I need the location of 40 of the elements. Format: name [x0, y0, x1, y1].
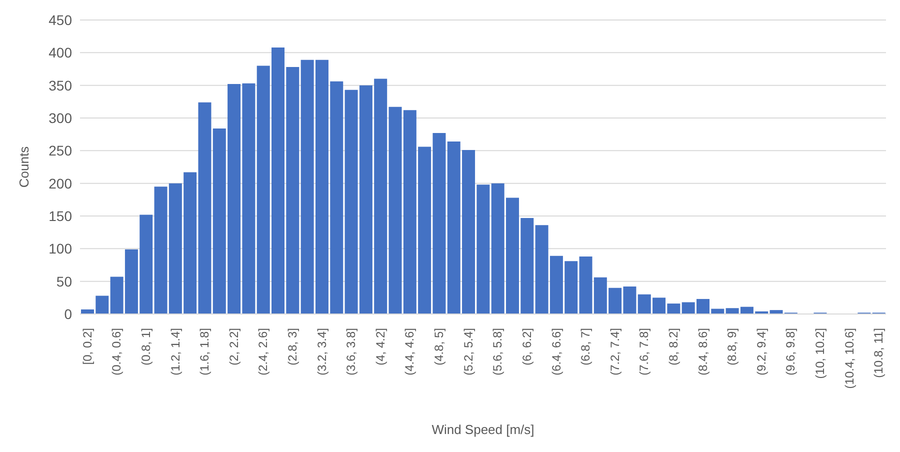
y-tick-label: 100: [48, 240, 72, 257]
y-tick-label: 300: [48, 110, 72, 126]
y-tick-label: 250: [48, 142, 72, 159]
x-tick-label: (6.8, 7]: [578, 328, 593, 366]
x-tick-label: (6, 6.2]: [520, 328, 534, 366]
x-tick-label: (6.4, 6.6]: [549, 328, 564, 376]
x-tick-label: (5.2, 5.4]: [461, 328, 476, 376]
x-tick-label: (0.8, 1]: [138, 328, 153, 366]
x-axis-title: Wind Speed [m/s]: [432, 422, 534, 437]
x-tick-label: (9.2, 9.4]: [754, 328, 768, 376]
x-tick-label: (2.8, 3]: [285, 328, 300, 366]
x-tick-label: (0.4, 0.6]: [110, 328, 124, 376]
y-tick-label: 50: [56, 273, 72, 290]
x-tick-label: (8.4, 8.6]: [696, 328, 710, 376]
x-tick-label: (4.8, 5]: [432, 328, 446, 366]
y-tick-label: 350: [48, 77, 72, 94]
x-tick-label: (1.2, 1.4]: [168, 328, 182, 376]
x-tick-label: (8.8, 9]: [725, 328, 740, 366]
x-tick-label: (5.6, 5.8]: [490, 328, 505, 376]
x-tick-label: (9.6, 9.8]: [784, 328, 798, 376]
x-tick-label: (3.6, 3.8]: [344, 328, 358, 376]
x-tick-label: (10.4, 10.6]: [842, 328, 856, 389]
y-tick-label: 200: [48, 175, 72, 192]
y-tick-label: 0: [64, 306, 72, 322]
y-tick-label: 400: [48, 44, 72, 61]
x-tick-label: (2, 2.2]: [226, 328, 241, 366]
y-axis-title: Counts: [16, 146, 32, 188]
x-tick-label: (1.6, 1.8]: [198, 328, 212, 376]
x-tick-label: (3.2, 3.4]: [314, 328, 329, 376]
x-tick-label: (10.8, 11]: [872, 328, 886, 378]
y-tick-label: 450: [48, 12, 72, 28]
y-tick-label: 150: [48, 208, 72, 224]
x-tick-label: (7.6, 7.8]: [637, 328, 652, 376]
x-tick-label: (2.4, 2.6]: [256, 328, 270, 376]
x-tick-label: (7.2, 7.4]: [608, 328, 622, 376]
x-tick-label: (8, 8.2]: [666, 328, 681, 366]
x-tick-label: (10, 10.2]: [813, 328, 828, 379]
x-tick-label: (4, 4.2]: [373, 328, 388, 366]
x-tick-label: (4.4, 4.6]: [402, 328, 417, 376]
x-tick-label: [0, 0.2]: [80, 328, 94, 365]
